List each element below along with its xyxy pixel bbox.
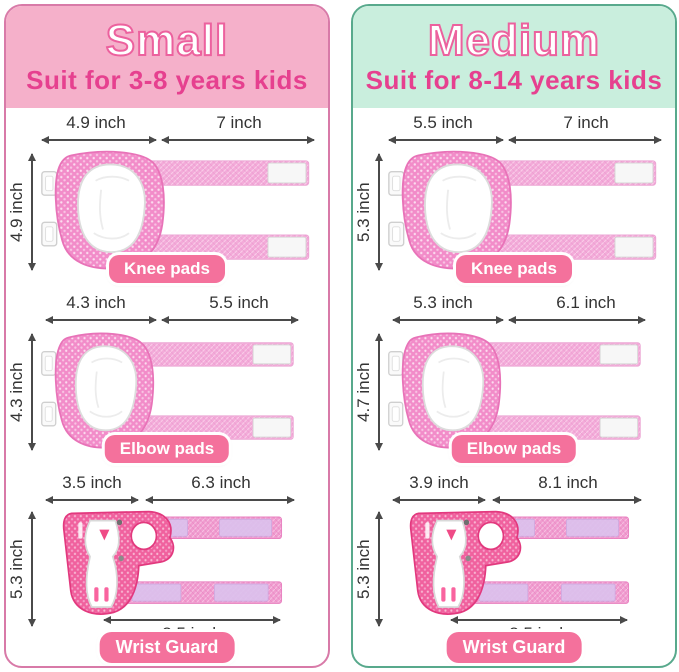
knee-pad-image: [41, 150, 310, 270]
product-name-badge: Elbow pads: [104, 435, 230, 463]
panel-header: Medium Suit for 8-14 years kids: [353, 6, 675, 108]
product-name-badge: Knee pads: [109, 255, 225, 283]
dimension-label-strap-length: 7 inch: [563, 113, 609, 132]
dimension-arrow-strap-length: [161, 316, 299, 324]
dimension-label-pad-height: 5.3 inch: [7, 539, 26, 599]
dimension-arrow-strap-length: [145, 496, 295, 504]
elbow-pad-image: [41, 332, 294, 449]
dimension-arrow-pad-width: [41, 136, 157, 144]
dimension-arrow-pad-width: [45, 316, 157, 324]
size-title: Medium: [427, 16, 601, 66]
dimension-arrow-strap-length: [492, 496, 642, 504]
wrist-guard-image: [62, 510, 283, 615]
dimension-arrow-pad-height: [375, 153, 383, 271]
product-block-knee-pads: 4.9 inch 7 inch 4.9 inch Knee pads: [6, 108, 328, 288]
dimension-arrow-pad-height: [28, 511, 36, 627]
product-block-wrist-guard: 3.9 inch 8.1 inch 5.3 inch: [353, 468, 675, 664]
dimension-label-strap-length: 8.1 inch: [538, 473, 598, 492]
dimension-arrow-pad-height: [28, 333, 36, 451]
dimension-label-pad-height: 4.3 inch: [7, 362, 26, 422]
dimension-arrow-pad-height: [28, 153, 36, 271]
dimension-arrow-total-length: [103, 616, 281, 624]
dimension-arrow-pad-height: [375, 333, 383, 451]
dimension-label-pad-height: 5.3 inch: [354, 182, 373, 242]
dimension-arrow-strap-length: [508, 316, 646, 324]
panel-small: Small Suit for 3-8 years kids 4.9 inch 7…: [4, 4, 330, 668]
panel-header: Small Suit for 3-8 years kids: [6, 6, 328, 108]
product-block-wrist-guard: 3.5 inch 6.3 inch 5.3 inch: [6, 468, 328, 664]
dimension-arrow-pad-width: [388, 136, 504, 144]
elbow-pad-image: [388, 332, 641, 449]
product-block-elbow-pads: 5.3 inch 6.1 inch 4.7 inch Elbow pads: [353, 288, 675, 468]
dimension-label-strap-length: 6.1 inch: [556, 293, 616, 312]
dimension-label-pad-height: 5.3 inch: [354, 539, 373, 599]
product-block-elbow-pads: 4.3 inch 5.5 inch 4.3 inch Elbow pads: [6, 288, 328, 468]
knee-pad-image: [388, 150, 657, 270]
size-title: Small: [105, 16, 229, 66]
dimension-arrow-pad-width: [392, 496, 486, 504]
product-block-knee-pads: 5.5 inch 7 inch 5.3 inch Knee pads: [353, 108, 675, 288]
size-subtitle: Suit for 3-8 years kids: [26, 64, 308, 95]
dimension-label-pad-width: 5.3 inch: [413, 293, 473, 312]
dimension-arrow-strap-length: [508, 136, 662, 144]
dimension-label-pad-height: 4.7 inch: [354, 362, 373, 422]
dimension-label-pad-width: 4.9 inch: [66, 113, 126, 132]
size-subtitle: Suit for 8-14 years kids: [365, 64, 663, 95]
dimension-arrow-pad-width: [45, 496, 139, 504]
product-list: 5.5 inch 7 inch 5.3 inch Knee pads: [353, 108, 675, 664]
dimension-arrow-pad-height: [375, 511, 383, 627]
dimension-label-pad-width: 3.9 inch: [409, 473, 469, 492]
panel-medium: Medium Suit for 8-14 years kids 5.5 inch…: [351, 4, 677, 668]
dimension-label-pad-width: 4.3 inch: [66, 293, 126, 312]
product-name-badge: Wrist Guard: [99, 632, 235, 663]
dimension-label-strap-length: 7 inch: [216, 113, 262, 132]
dimension-label-strap-length: 5.5 inch: [209, 293, 269, 312]
product-name-badge: Wrist Guard: [446, 632, 582, 663]
product-name-badge: Knee pads: [456, 255, 572, 283]
product-list: 4.9 inch 7 inch 4.9 inch Knee pads: [6, 108, 328, 664]
dimension-arrow-strap-length: [161, 136, 315, 144]
dimension-label-pad-width: 5.5 inch: [413, 113, 473, 132]
wrist-guard-image: [409, 510, 630, 615]
product-name-badge: Elbow pads: [451, 435, 577, 463]
dimension-label-strap-length: 6.3 inch: [191, 473, 251, 492]
dimension-label-pad-height: 4.9 inch: [7, 182, 26, 242]
dimension-arrow-pad-width: [392, 316, 504, 324]
dimension-arrow-total-length: [450, 616, 628, 624]
dimension-label-pad-width: 3.5 inch: [62, 473, 122, 492]
